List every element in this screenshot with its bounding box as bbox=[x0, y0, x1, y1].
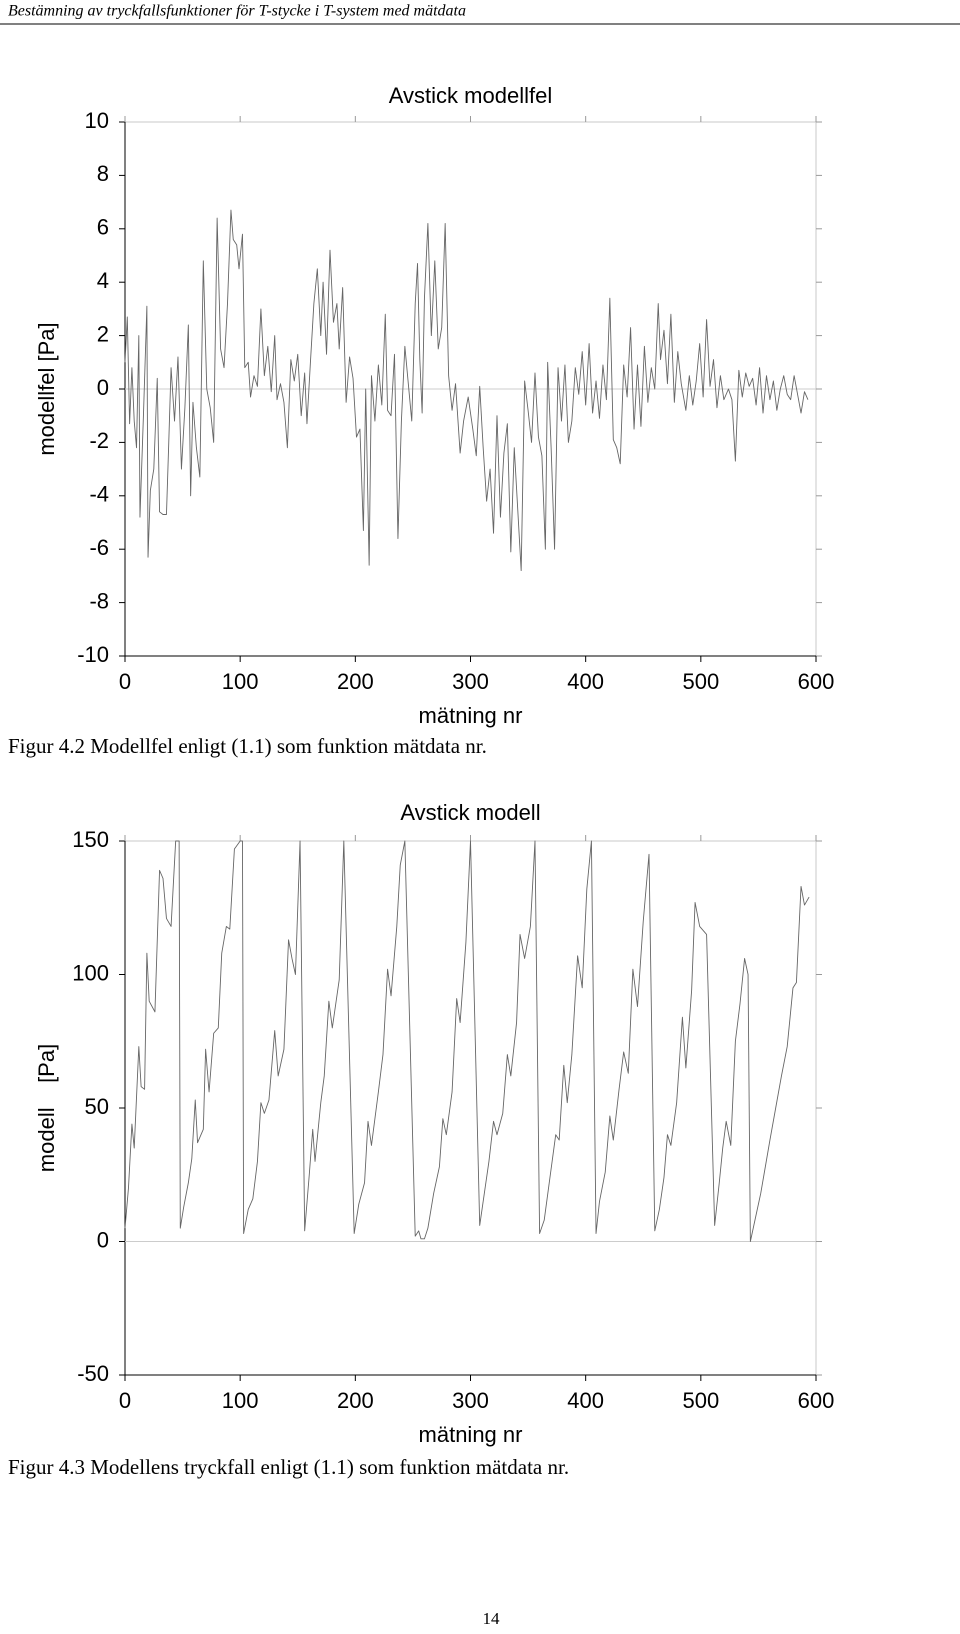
figure-caption: Figur 4.2 Modellfel enligt (1.1) som fun… bbox=[8, 734, 487, 758]
y-tick-label: 0 bbox=[97, 375, 109, 400]
x-tick-label: 400 bbox=[567, 1388, 604, 1413]
data-line bbox=[124, 840, 810, 1242]
page-number: 14 bbox=[483, 1609, 501, 1628]
x-tick-label: 0 bbox=[119, 669, 131, 694]
chart-title: Avstick modellfel bbox=[389, 83, 552, 108]
x-tick-label: 600 bbox=[798, 669, 835, 694]
chart-title: Avstick modell bbox=[400, 800, 540, 825]
y-tick-label: -50 bbox=[77, 1361, 109, 1386]
y-tick-label: 4 bbox=[97, 268, 109, 293]
x-tick-label: 100 bbox=[222, 669, 259, 694]
x-axis-label: mätning nr bbox=[419, 1422, 523, 1447]
x-tick-label: 400 bbox=[567, 669, 604, 694]
y-axis-label: modellfel [Pa] bbox=[34, 322, 59, 455]
y-tick-label: 0 bbox=[97, 1227, 109, 1252]
y-tick-label: 2 bbox=[97, 321, 109, 346]
x-tick-label: 600 bbox=[798, 1388, 835, 1413]
y-tick-label: 100 bbox=[72, 960, 109, 985]
y-tick-label: 10 bbox=[85, 108, 109, 133]
figure-caption: Figur 4.3 Modellens tryckfall enligt (1.… bbox=[8, 1455, 569, 1479]
x-tick-label: 200 bbox=[337, 1388, 374, 1413]
y-tick-label: 150 bbox=[72, 827, 109, 852]
y-tick-label: -2 bbox=[89, 428, 109, 453]
y-tick-label: -8 bbox=[89, 588, 109, 613]
x-tick-label: 200 bbox=[337, 669, 374, 694]
x-tick-label: 0 bbox=[119, 1388, 131, 1413]
x-tick-label: 300 bbox=[452, 1388, 489, 1413]
y-tick-label: -6 bbox=[89, 535, 109, 560]
data-line bbox=[124, 209, 809, 572]
x-axis-label: mätning nr bbox=[419, 703, 523, 728]
x-tick-label: 500 bbox=[682, 1388, 719, 1413]
x-tick-label: 500 bbox=[682, 669, 719, 694]
y-tick-label: 6 bbox=[97, 215, 109, 240]
plot-frame bbox=[124, 840, 817, 1376]
y-tick-label: 8 bbox=[97, 161, 109, 186]
x-tick-label: 300 bbox=[452, 669, 489, 694]
running-header: Bestämning av tryckfallsfunktioner för T… bbox=[8, 3, 466, 20]
x-tick-label: 100 bbox=[222, 1388, 259, 1413]
y-tick-label: 50 bbox=[85, 1094, 109, 1119]
y-tick-label: -4 bbox=[89, 482, 109, 507]
y-tick-label: -10 bbox=[77, 642, 109, 667]
y-axis-label: modell [Pa] bbox=[34, 1044, 59, 1172]
